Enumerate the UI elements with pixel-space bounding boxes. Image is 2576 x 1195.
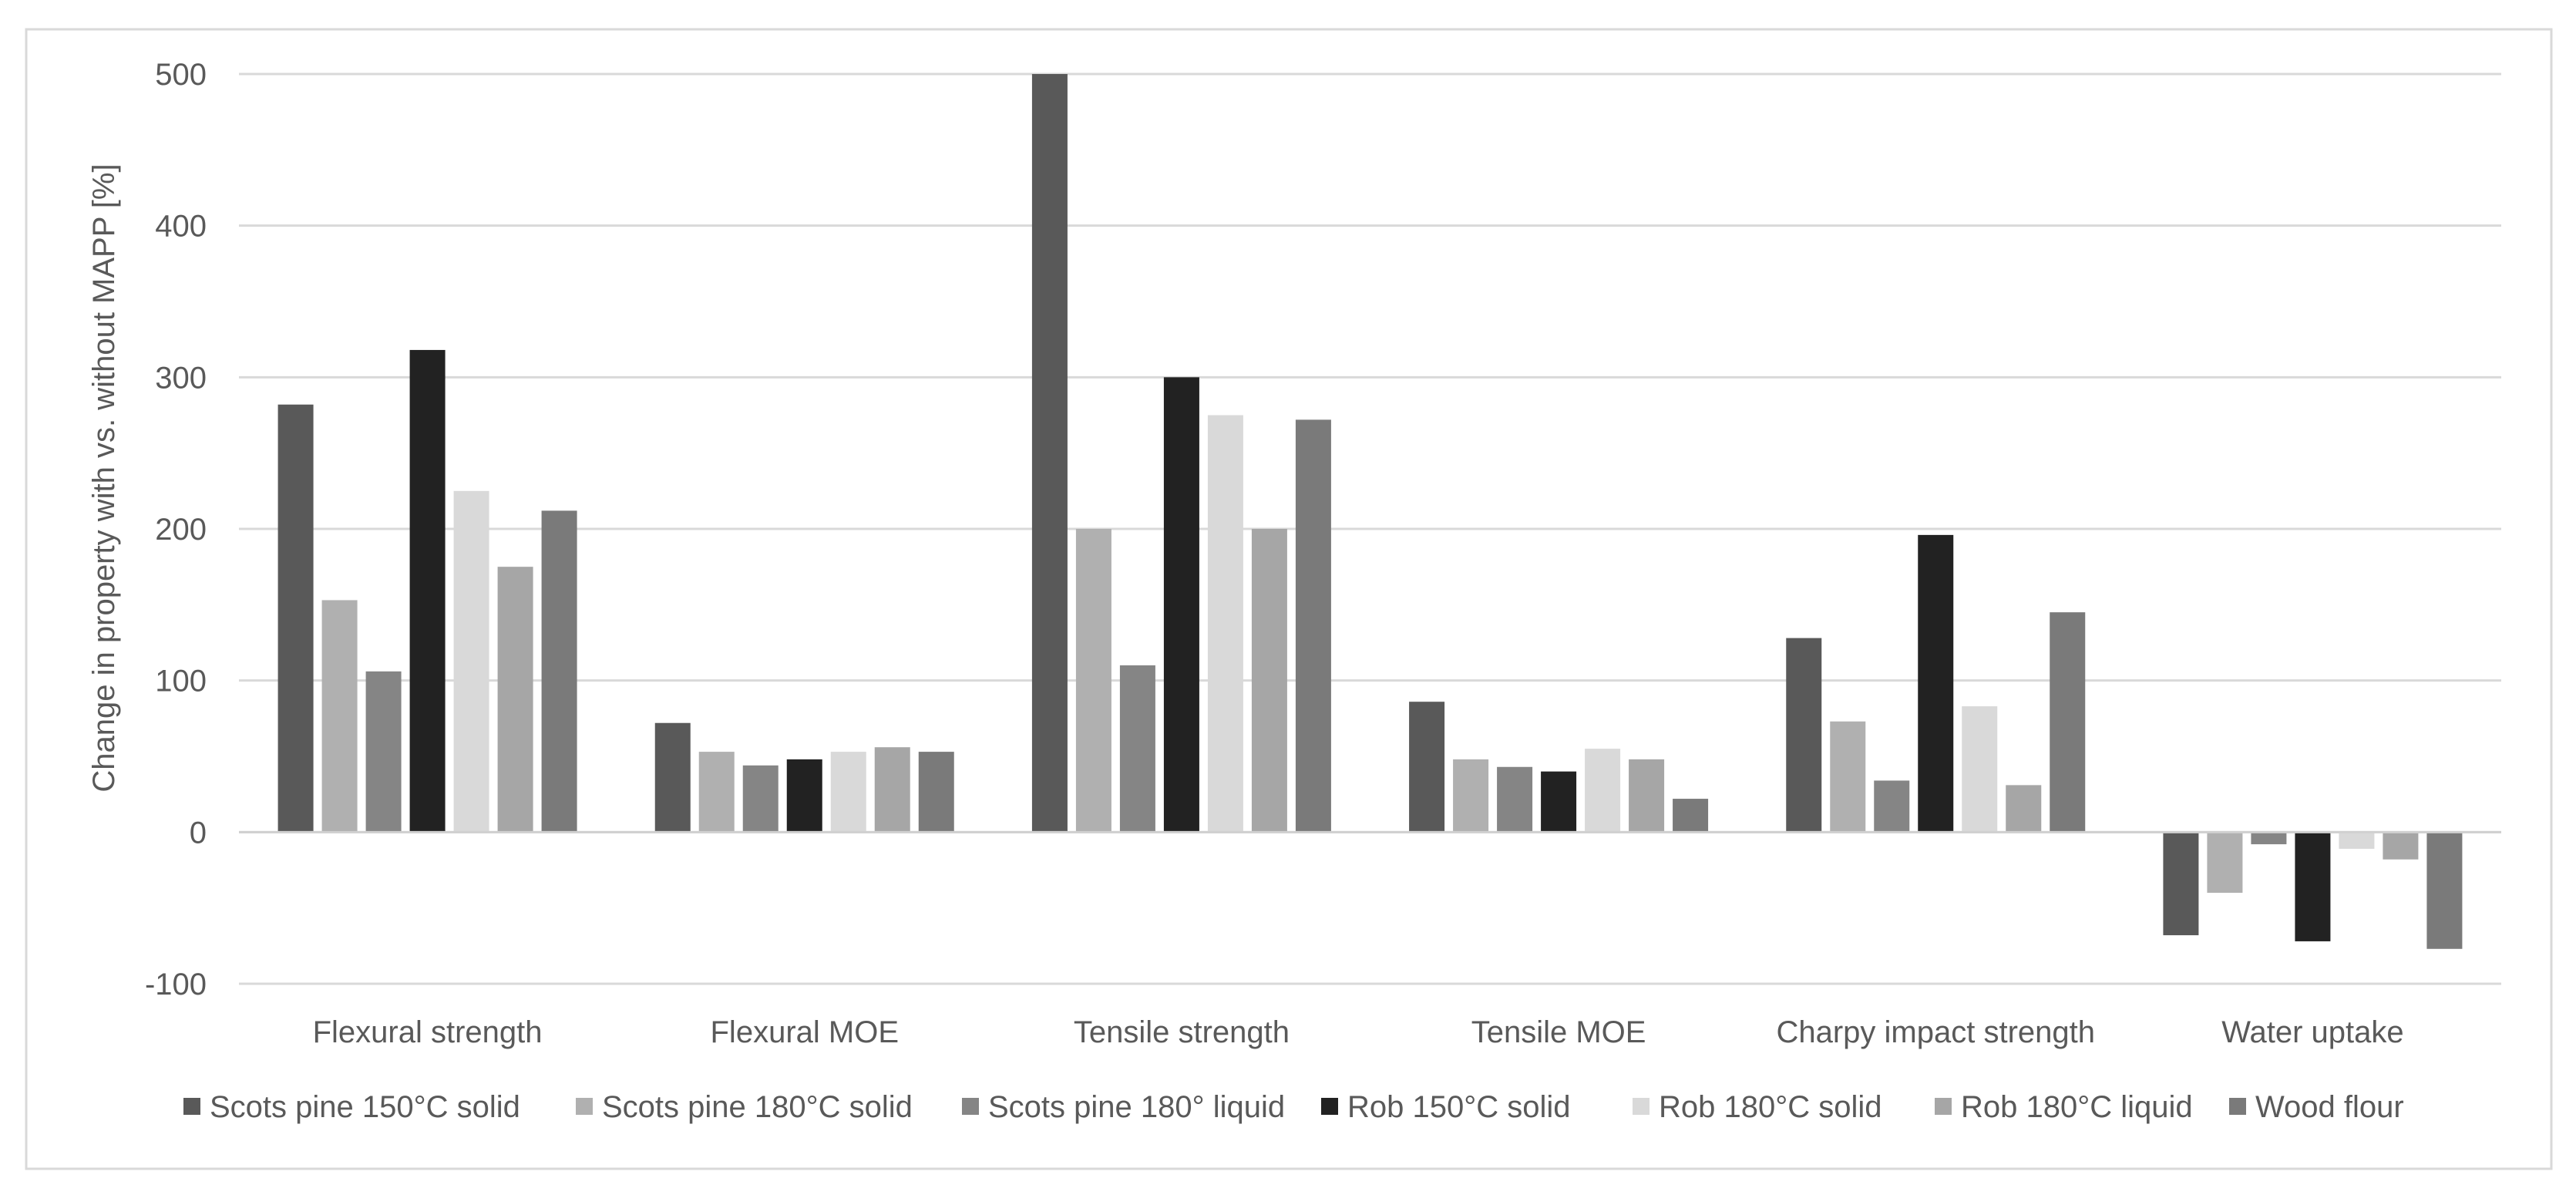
bar — [277, 404, 314, 833]
chart-border — [25, 28, 2553, 1170]
bar — [1786, 638, 1822, 833]
bar — [2006, 785, 2042, 833]
bar — [2251, 832, 2287, 845]
bar — [1497, 766, 1533, 833]
y-tick-label: 400 — [155, 210, 207, 244]
bar — [786, 759, 822, 833]
legend: Scots pine 150°C solid Scots pine 180°C s… — [183, 1090, 2404, 1124]
y-tick-label: 0 — [190, 816, 207, 850]
legend-label: Scots pine 180° liquid — [988, 1090, 1285, 1124]
x-tick-label: Flexural MOE — [711, 1015, 900, 1049]
legend-label: Rob 180°C liquid — [1961, 1090, 2193, 1124]
bar — [1962, 706, 1998, 833]
bar — [698, 752, 735, 833]
bar — [1874, 780, 1910, 833]
legend-label: Scots pine 150°C solid — [210, 1090, 520, 1124]
bar — [365, 671, 402, 833]
bar — [453, 490, 489, 833]
x-tick-label: Charpy impact strength — [1776, 1015, 2095, 1049]
x-tick-label: Tensile strength — [1074, 1015, 1290, 1049]
bar — [2339, 832, 2375, 849]
bar — [1075, 529, 1111, 833]
x-tick-label: Water uptake — [2221, 1015, 2403, 1049]
bar — [2295, 832, 2331, 941]
axes: -100 0 100 200 300 400 500 Flexural strength Fle… — [145, 58, 2501, 1049]
bar — [541, 510, 577, 833]
bar — [918, 752, 954, 833]
x-tick-label: Tensile MOE — [1471, 1015, 1646, 1049]
legend-swatch — [1633, 1098, 1650, 1115]
y-axis-title: Change in property with vs. without MAPP… — [87, 163, 121, 792]
bar — [874, 747, 910, 833]
bar — [1629, 759, 1665, 833]
y-tick-label: 100 — [155, 665, 207, 698]
y-tick-label: -100 — [145, 968, 207, 1001]
legend-swatch — [1321, 1098, 1338, 1115]
y-tick-label: 200 — [155, 513, 207, 547]
bar — [1207, 415, 1243, 833]
bar — [1830, 721, 1866, 833]
bar — [1673, 799, 1709, 833]
legend-label: Scots pine 180°C solid — [602, 1090, 913, 1124]
x-tick-label: Flexural strength — [313, 1015, 543, 1049]
bar — [742, 765, 779, 833]
bar — [1918, 534, 1954, 833]
bar — [1409, 702, 1445, 833]
bar — [321, 600, 358, 833]
bar — [830, 752, 866, 833]
legend-swatch — [2229, 1098, 2246, 1115]
bar — [2383, 832, 2419, 860]
bar — [409, 349, 446, 833]
legend-swatch — [576, 1098, 593, 1115]
bar — [497, 567, 533, 833]
y-tick-label: 300 — [155, 361, 207, 395]
bar — [1453, 759, 1489, 833]
bar — [654, 722, 691, 833]
bar — [1585, 749, 1621, 833]
legend-swatch — [1935, 1098, 1952, 1115]
bar — [1031, 74, 1068, 833]
bar — [1251, 529, 1287, 833]
bar — [2163, 832, 2199, 936]
bar — [2050, 612, 2086, 833]
bars — [277, 74, 2463, 949]
legend-label: Rob 150°C solid — [1347, 1090, 1571, 1124]
bar — [1541, 771, 1577, 833]
bar — [1119, 665, 1155, 833]
bar — [1163, 377, 1199, 833]
legend-label: Rob 180°C solid — [1659, 1090, 1882, 1124]
bar — [2207, 832, 2243, 893]
bar — [2426, 832, 2463, 949]
legend-swatch — [962, 1098, 979, 1115]
legend-swatch — [183, 1098, 200, 1115]
bar — [1295, 419, 1331, 833]
y-tick-label: 500 — [155, 58, 207, 92]
legend-label: Wood flour — [2255, 1090, 2404, 1124]
